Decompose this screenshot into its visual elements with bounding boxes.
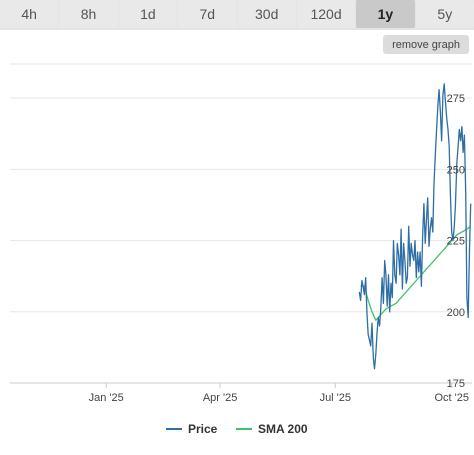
tab-1y[interactable]: 1y (356, 0, 415, 28)
tab-30d[interactable]: 30d (237, 0, 296, 28)
remove-graph-button[interactable]: remove graph (383, 35, 469, 54)
grid-layer (10, 63, 472, 384)
chart-legend: Price SMA 200 (0, 420, 474, 440)
tab-1d[interactable]: 1d (118, 0, 178, 28)
y-tick-label-175: 175 (447, 378, 465, 390)
axis-layer: 175 200 225 250 275 Jan '25 Apr '25 Jul '25 Oct … (89, 93, 469, 404)
y-tick-label-200: 200 (447, 307, 465, 319)
legend-item-sma[interactable]: SMA 200 (236, 422, 308, 436)
price-line[interactable] (358, 83, 472, 370)
legend-swatch-price (166, 428, 182, 430)
y-tick-label-250: 250 (447, 164, 465, 176)
series-layer (358, 83, 472, 370)
tab-7d[interactable]: 7d (178, 0, 237, 28)
tab-120d[interactable]: 120d (296, 0, 356, 28)
x-tick-label: Oct '25 (434, 392, 469, 404)
legend-item-price[interactable]: Price (166, 422, 217, 436)
x-tick-label: Jan '25 (89, 392, 124, 404)
tab-5y[interactable]: 5y (415, 0, 474, 28)
legend-label-price: Price (188, 422, 218, 436)
y-tick-label-225: 225 (447, 236, 465, 248)
x-tick-label: Jul '25 (320, 392, 351, 404)
tab-8h[interactable]: 8h (59, 0, 118, 28)
timeframe-tabs: 4h 8h 1d 7d 30d 120d 1y 5y (0, 0, 474, 30)
price-chart: 175 200 225 250 275 Jan '25 Apr '25 Jul '25 Oct … (10, 63, 472, 404)
legend-swatch-sma (236, 428, 252, 430)
tab-4h[interactable]: 4h (0, 0, 59, 28)
legend-label-sma: SMA 200 (258, 422, 308, 436)
y-tick-label-275: 275 (447, 93, 465, 105)
x-tick-label: Apr '25 (203, 392, 238, 404)
